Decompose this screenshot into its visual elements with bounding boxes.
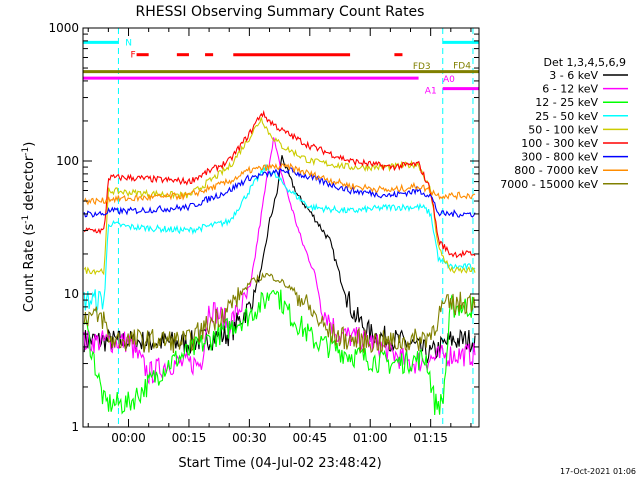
y-axis-label: Count Rate (s-1 detector-1) xyxy=(21,142,37,313)
legend-label-8: 800 - 7000 keV xyxy=(514,164,598,177)
series-line-3 xyxy=(83,289,476,416)
flag-label-fd3: FD3 xyxy=(413,62,431,72)
x-tick-label: 01:15 xyxy=(413,431,448,445)
series-lines xyxy=(83,109,476,416)
chart-title: RHESSI Observing Summary Count Rates xyxy=(136,4,425,20)
legend-label-6: 100 - 300 keV xyxy=(521,137,598,150)
x-tick-label: 00:45 xyxy=(293,431,328,445)
flag-label-f: F xyxy=(131,51,136,61)
flag-bars: NF FD3 FD4 A0 A1 xyxy=(83,38,479,97)
series-line-7 xyxy=(83,167,476,218)
flag-label-a0: A0 xyxy=(443,75,455,85)
x-axis-label: Start Time (04-Jul-02 23:48:42) xyxy=(178,456,381,471)
legend-label-9: 7000 - 15000 keV xyxy=(500,178,598,191)
y-tick-label: 1000 xyxy=(48,21,79,35)
legend-label-4: 25 - 50 keV xyxy=(535,110,598,123)
legend-label-5: 50 - 100 keV xyxy=(528,123,598,136)
series-line-4 xyxy=(83,164,476,314)
x-tick-label: 00:15 xyxy=(172,431,207,445)
x-tick-label: 00:30 xyxy=(232,431,267,445)
flag-label-n: N xyxy=(125,38,132,48)
legend-label-2: 6 - 12 keV xyxy=(542,83,598,96)
y-tick-label: 1 xyxy=(71,420,79,434)
footer-timestamp: 17-Oct-2021 01:06 xyxy=(560,467,636,476)
x-tick-label: 01:00 xyxy=(353,431,388,445)
series-line-5 xyxy=(83,117,476,276)
y-tick-label: 10 xyxy=(64,287,79,301)
axis-ticks: 1 10 100 1000 00:00 00:15 00:30 00:45 01:00 01:15 xyxy=(48,21,479,445)
series-line-9 xyxy=(83,272,476,354)
x-tick-label: 00:00 xyxy=(111,431,146,445)
flag-label-a1: A1 xyxy=(425,87,437,97)
flag-label-fd4: FD4 xyxy=(453,62,471,72)
legend-label-1: 3 - 6 keV xyxy=(549,69,598,82)
legend-label-7: 300 - 800 keV xyxy=(521,151,598,164)
plot-frame xyxy=(82,27,480,428)
legend-label-3: 12 - 25 keV xyxy=(535,96,598,109)
y-tick-label: 100 xyxy=(56,154,79,168)
legend-header: Det 1,3,4,5,6,9 xyxy=(543,56,626,69)
series-line-6 xyxy=(83,109,476,259)
series-line-8 xyxy=(83,162,476,206)
